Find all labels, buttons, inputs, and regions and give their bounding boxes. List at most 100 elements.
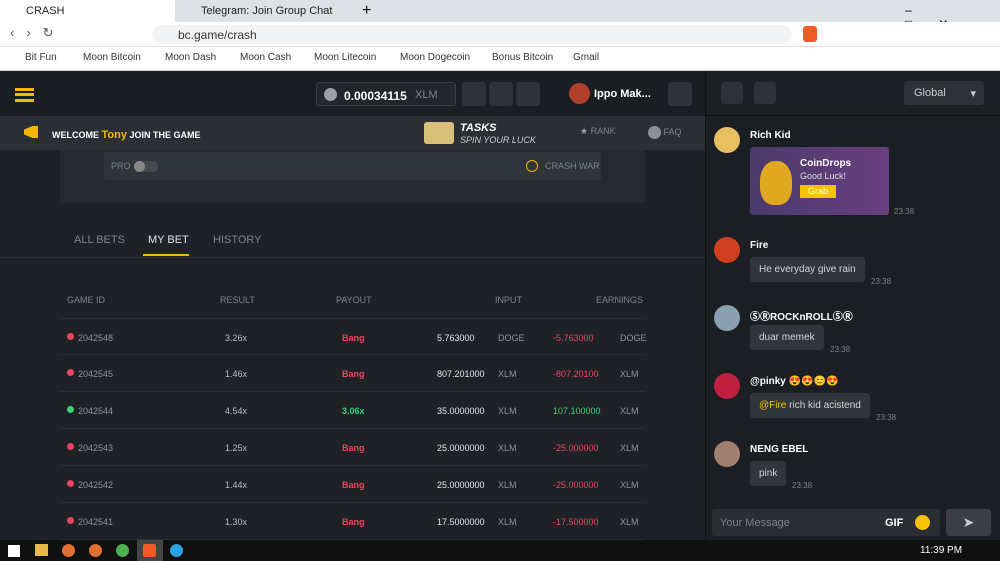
icon-button[interactable]	[489, 82, 513, 106]
mention[interactable]: @Fire	[759, 400, 787, 411]
earnings-currency: XLM	[620, 369, 639, 379]
bookmark[interactable]: Moon Litecoin	[314, 52, 377, 63]
emoji-button[interactable]	[915, 515, 930, 530]
send-button[interactable]: ➤	[946, 509, 991, 536]
result: 1.30x	[225, 517, 248, 527]
input-amount: 17.5000000	[437, 517, 485, 527]
column-header: EARNINGS	[596, 295, 644, 305]
status-dot	[67, 369, 74, 376]
table-row[interactable]: 2042545 1.46x Bang 807.201000 XLM -807.20100 X…	[60, 355, 645, 392]
tasks-subtitle[interactable]: SPIN YOUR LUCK	[460, 135, 536, 145]
bookmark[interactable]: Bit Fun	[25, 52, 57, 63]
input-currency: XLM	[498, 443, 517, 453]
bookmark[interactable]: Moon Dash	[165, 52, 217, 63]
pro-label: PRO	[111, 161, 131, 171]
rank[interactable]: RANK	[590, 126, 616, 136]
avatar[interactable]	[714, 441, 740, 467]
coindrop-card: CoinDrops Good Luck! Grab	[750, 147, 889, 215]
chat-text: duar memek	[759, 332, 815, 343]
bookmark[interactable]: Gmail	[573, 52, 600, 63]
table-row[interactable]: 2042541 1.30x Bang 17.5000000 XLM -17.500000 X…	[60, 503, 645, 540]
result: 4.54x	[225, 406, 248, 416]
input-currency: DOGE	[498, 333, 525, 343]
message-input[interactable]: Your Message GIF	[712, 509, 940, 536]
brave-icon[interactable]	[803, 26, 817, 42]
tasks-icon[interactable]	[424, 122, 454, 144]
faq[interactable]: FAQ	[663, 126, 682, 137]
tasks-title[interactable]: TASKS	[460, 122, 497, 134]
chat-bubble: He everyday give rain	[750, 257, 865, 282]
tab[interactable]: HISTORY	[213, 234, 262, 246]
icon-button[interactable]	[754, 82, 776, 104]
tab[interactable]: Telegram: Join Group Chat	[201, 5, 333, 17]
table-row[interactable]: 2042548 3.26x Bang 5.763000 DOGE -5.763000 DOG…	[60, 318, 647, 355]
chat-user[interactable]: NENG EBEL	[750, 444, 809, 455]
earnings: -25.000000	[553, 480, 599, 490]
grab-button[interactable]: Grab	[800, 185, 836, 198]
earnings: -807.20100	[553, 369, 599, 379]
earnings: -17.500000	[553, 517, 599, 527]
tab[interactable]: ALL BETS	[74, 234, 125, 246]
chat-toggle[interactable]	[668, 82, 692, 106]
result: 3.26x	[225, 333, 248, 343]
table-row[interactable]: 2042543 1.25x Bang 25.0000000 XLM -25.000000 X…	[60, 429, 645, 466]
avatar[interactable]	[569, 83, 590, 104]
chat-panel: Global ▾ Your Message GIF ➤ Rich Kid CoinD…	[705, 72, 1000, 540]
channel: Global	[914, 87, 946, 99]
icon-button[interactable]	[516, 82, 540, 106]
earnings: 107.100000	[553, 406, 601, 416]
balance-box[interactable]: 0.00034115 XLM	[316, 82, 456, 106]
avatar[interactable]	[714, 305, 740, 331]
table-row[interactable]: 2042544 4.54x 3.06x 35.0000000 XLM 107.100000…	[60, 392, 645, 429]
card-text: Good Luck!	[800, 171, 847, 181]
chat-user[interactable]: ⓈⓇROCKnROLLⓈⓇ	[750, 312, 853, 323]
chat-time: 23:38	[792, 481, 813, 490]
column-header: RESULT	[220, 295, 255, 305]
result: 1.46x	[225, 369, 248, 379]
chat-time: 23:38	[876, 413, 897, 422]
gif-button[interactable]: GIF	[885, 517, 904, 529]
welcome-bar: WELCOME Tony JOIN THE GAME TASKS SPIN YO…	[0, 116, 705, 150]
icon-button[interactable]	[721, 82, 743, 104]
url[interactable]: bc.game/crash	[152, 25, 792, 44]
avatar[interactable]	[714, 373, 740, 399]
avatar[interactable]	[714, 237, 740, 263]
username[interactable]: Ippo Mak...	[594, 88, 651, 100]
input-currency: XLM	[498, 480, 517, 490]
nav-buttons[interactable]: ‹›↻	[10, 25, 66, 40]
bookmark[interactable]: Moon Bitcoin	[83, 52, 141, 63]
earnings: -5.763000	[553, 333, 594, 343]
bookmark[interactable]: Moon Cash	[240, 52, 292, 63]
chat-user[interactable]: Fire	[750, 240, 769, 251]
pro-toggle[interactable]	[134, 161, 158, 172]
bookmark[interactable]: Bonus Bitcoin	[492, 52, 554, 63]
avatar[interactable]	[714, 127, 740, 153]
icon-button[interactable]	[462, 82, 486, 106]
bookmarks-bar: Bit Fun Moon Bitcoin Moon Dash Moon Cash…	[0, 47, 1000, 71]
welcome-text: WELCOME	[52, 130, 99, 140]
tab[interactable]: MY BET	[148, 234, 189, 246]
payout: Bang	[342, 333, 365, 343]
input-amount: 25.0000000	[437, 443, 485, 453]
menu[interactable]	[15, 88, 34, 102]
start-button[interactable]	[8, 545, 20, 557]
new-tab[interactable]: +	[362, 2, 372, 19]
input-amount: 5.763000	[437, 333, 475, 343]
status-dot	[67, 406, 74, 413]
earnings-currency: XLM	[620, 443, 639, 453]
tab[interactable]: CRASH	[0, 0, 175, 22]
payout: Bang	[342, 443, 365, 453]
crash-war[interactable]: CRASH WAR	[545, 161, 600, 171]
chat-user[interactable]: @pinky 😍😍😊😍	[750, 376, 839, 387]
chat-user[interactable]: Rich Kid	[750, 130, 791, 141]
input-amount: 35.0000000	[437, 406, 485, 416]
bookmark[interactable]: Moon Dogecoin	[400, 52, 471, 63]
table-row[interactable]: 2042542 1.44x Bang 25.0000000 XLM -25.000000 X…	[60, 466, 645, 503]
earnings-currency: XLM	[620, 480, 639, 490]
bag-icon	[760, 161, 792, 205]
column-header: PAYOUT	[336, 295, 372, 305]
address-bar: ‹›↻ bc.game/crash	[0, 22, 1000, 47]
channel-select[interactable]: Global ▾	[904, 81, 984, 105]
chat-text: pink	[759, 468, 778, 479]
